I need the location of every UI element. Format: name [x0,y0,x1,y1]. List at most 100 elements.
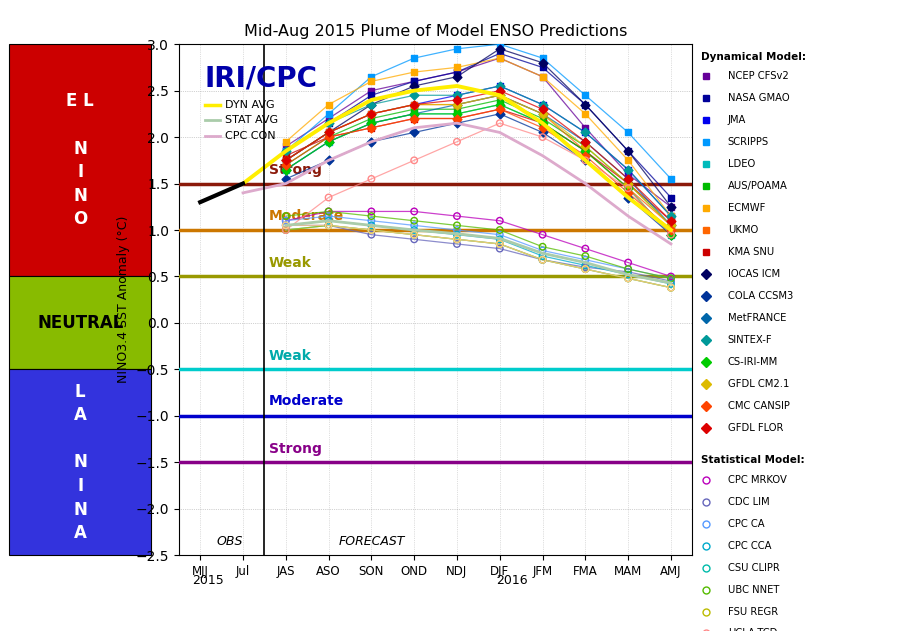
Point [449,109,464,119]
Point [321,137,336,147]
Point [621,267,635,277]
Point [621,127,635,138]
Point [449,90,464,100]
Point [536,100,550,110]
Point [407,234,422,244]
Point [664,273,679,283]
Point [407,206,422,216]
Point [407,109,422,119]
Point [536,255,550,265]
Point [492,244,507,254]
Point [321,132,336,142]
Point [449,104,464,114]
Point [621,273,635,283]
Point [621,183,635,193]
Point [621,165,635,175]
Point [578,155,592,165]
Point [492,239,507,249]
Point [664,202,679,212]
Point [407,100,422,110]
Point [492,239,507,249]
Point [321,155,336,165]
Point [449,234,464,244]
Point [321,109,336,119]
Point [578,146,592,156]
Point [279,225,293,235]
Point [321,100,336,110]
Point [364,216,379,226]
Point [621,179,635,189]
Point [578,146,592,156]
Point [492,86,507,96]
Point [578,261,592,271]
Text: CDC LIM: CDC LIM [728,497,769,507]
Point [578,123,592,133]
Point [407,67,422,77]
Point [449,137,464,147]
Point [664,216,679,226]
Point [449,100,464,110]
Point [536,230,550,240]
Text: IOCAS ICM: IOCAS ICM [728,269,779,279]
Text: CPC CCA: CPC CCA [728,541,771,551]
Point [279,146,293,156]
Point [621,264,635,274]
Point [492,90,507,100]
Point [492,118,507,128]
Point [279,155,293,165]
Point [536,57,550,68]
Point [492,230,507,240]
Text: CS-IRI-MM: CS-IRI-MM [728,357,778,367]
Text: Moderate: Moderate [269,209,344,223]
Text: Weak: Weak [269,349,312,363]
Point [578,146,592,156]
Point [407,114,422,124]
Point [536,251,550,261]
Point [321,137,336,147]
Point [279,174,293,184]
Point [364,225,379,235]
Point [449,234,464,244]
Point [664,276,679,286]
Text: ECMWF: ECMWF [728,203,765,213]
Point [621,183,635,193]
Point [664,211,679,221]
Point [407,230,422,240]
Text: L
A

N
I
N
A: L A N I N A [73,382,87,542]
Point [364,118,379,128]
Point [279,165,293,175]
Point [449,67,464,77]
Point [578,155,592,165]
Point [321,127,336,138]
Point [407,220,422,230]
Point [492,81,507,91]
Point [492,104,507,114]
Point [492,109,507,119]
Text: OBS: OBS [217,535,243,548]
Text: NCEP CFSv2: NCEP CFSv2 [728,71,789,81]
Text: KMA SNU: KMA SNU [728,247,774,257]
Point [664,279,679,289]
Point [364,114,379,124]
Point [492,95,507,105]
Point [449,67,464,77]
Point [364,206,379,216]
Text: FORECAST: FORECAST [338,535,404,548]
Point [279,146,293,156]
Point [621,179,635,189]
Text: 2015: 2015 [193,574,225,587]
Point [364,123,379,133]
Point [407,100,422,110]
Point [664,283,679,293]
Point [578,109,592,119]
Point [364,137,379,147]
Point [364,230,379,240]
Text: Dynamical Model:: Dynamical Model: [702,52,806,62]
Point [664,230,679,240]
Point [578,141,592,151]
Text: UCLA-TCD: UCLA-TCD [728,628,777,631]
Point [621,257,635,268]
Point [279,225,293,235]
Point [364,109,379,119]
Point [492,104,507,114]
